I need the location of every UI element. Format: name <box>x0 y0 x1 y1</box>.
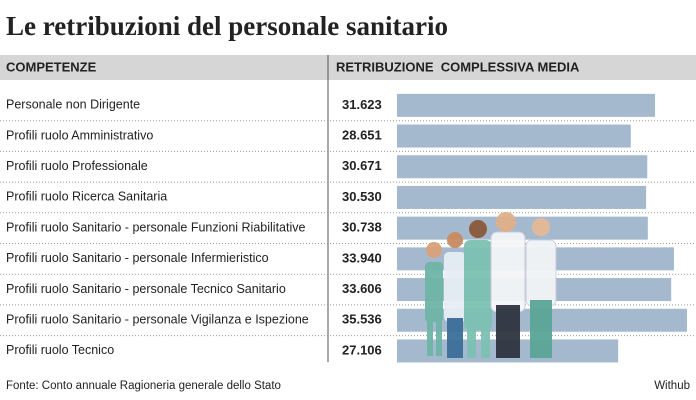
value-label: 31.623 <box>342 97 382 112</box>
category-label: Profili ruolo Sanitario - personale Infe… <box>6 251 269 265</box>
category-label: Profili ruolo Sanitario - personale Vigi… <box>6 313 309 327</box>
category-label: Profili ruolo Sanitario - personale Funz… <box>6 220 305 234</box>
credit: Withub <box>654 380 690 392</box>
value-label: 28.651 <box>342 127 382 142</box>
bar <box>397 124 631 148</box>
value-label: 33.940 <box>342 250 382 265</box>
header-band <box>0 55 696 80</box>
category-header: COMPETENZE <box>6 59 97 74</box>
chart-title: Le retribuzioni del personale sanitario <box>6 11 448 41</box>
bar <box>397 155 648 179</box>
value-label: 30.530 <box>342 189 382 204</box>
illustration <box>425 212 557 358</box>
category-label: Profili ruolo Ricerca Sanitaria <box>6 190 167 204</box>
category-label: Profili ruolo Sanitario - personale Tecn… <box>6 282 286 296</box>
category-label: Personale non Dirigente <box>6 98 140 112</box>
value-label: 30.738 <box>342 220 382 235</box>
category-label: Profili ruolo Amministrativo <box>6 128 153 142</box>
category-label: Profili ruolo Tecnico <box>6 343 114 357</box>
category-label: Profili ruolo Professionale <box>6 159 148 173</box>
rows: Personale non Dirigente 31.623 Profili ruo… <box>0 93 696 363</box>
bar <box>397 185 647 209</box>
value-label: 35.536 <box>342 312 382 327</box>
source: Fonte: Conto annuale Ragioneria generale… <box>6 380 281 392</box>
value-label: 27.106 <box>342 342 382 357</box>
value-header: RETRIBUZIONE COMPLESSIVA MEDIA <box>336 59 580 74</box>
value-label: 30.671 <box>342 158 382 173</box>
bar <box>397 93 656 117</box>
value-label: 33.606 <box>342 281 382 296</box>
